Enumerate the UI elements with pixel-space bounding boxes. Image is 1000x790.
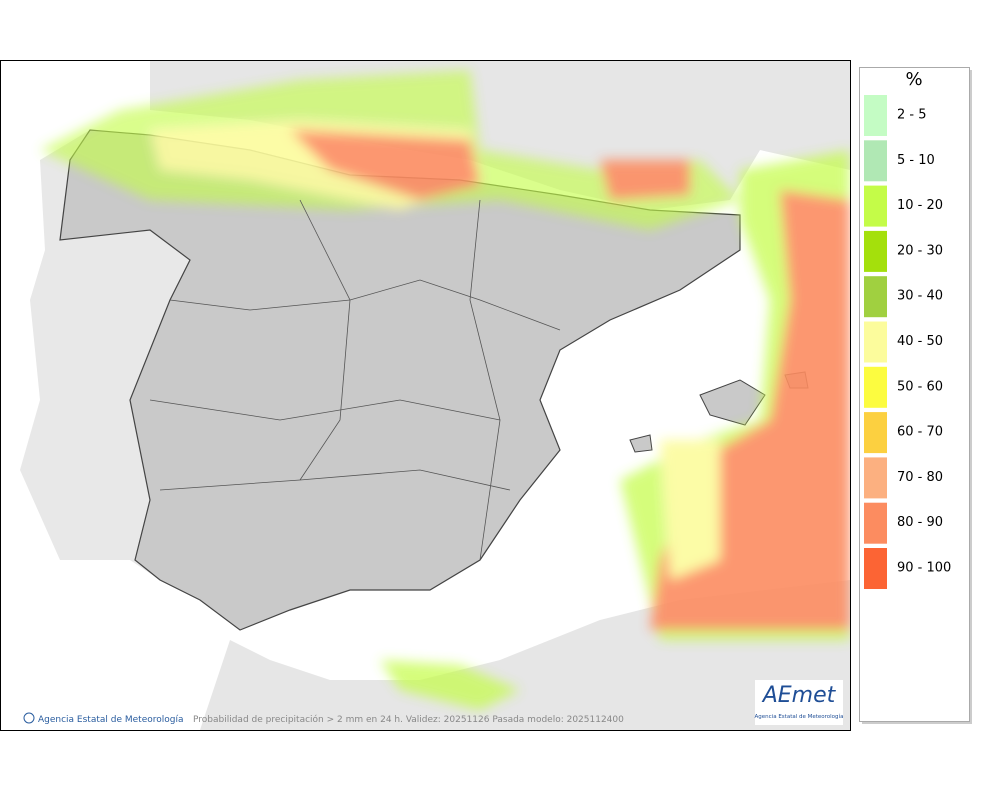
legend-items: 2 - 5 5 - 10 10 - 20 20 - 30 30 - 40 40 - 50 5…: [864, 95, 951, 589]
legend-label: 10 - 20: [897, 198, 943, 213]
legend-label: 70 - 80: [897, 470, 943, 485]
legend-label: 90 - 100: [897, 561, 951, 576]
legend-swatch: [864, 548, 887, 589]
ibiza: [629, 434, 653, 453]
legend-label: 2 - 5: [897, 108, 927, 123]
legend-swatch: [864, 276, 887, 318]
legend-label: 40 - 50: [897, 334, 943, 349]
map-frame: [0, 60, 851, 731]
legend-swatch: [864, 140, 887, 182]
legend-label: 50 - 60: [897, 379, 943, 394]
logo-subtitle: Agencia Estatal de Meteorología: [755, 713, 844, 720]
legend-swatch: [864, 95, 887, 136]
precipitation-field: [40, 70, 850, 710]
legend-label: 5 - 10: [897, 153, 935, 168]
legend-swatch: [864, 457, 887, 499]
legend-swatch: [864, 185, 887, 227]
legend-label: 30 - 40: [897, 289, 943, 304]
legend-swatch: [864, 502, 887, 544]
legend-label: 60 - 70: [897, 425, 943, 440]
legend-swatch: [864, 321, 887, 363]
legend-label: 20 - 30: [897, 243, 943, 258]
legend-swatch: [864, 366, 887, 408]
region-borders: [149, 199, 561, 561]
copyright-icon: [23, 712, 35, 724]
logo-box: [755, 680, 843, 725]
map: [1, 60, 850, 730]
legend-title: %: [905, 69, 922, 90]
logo-text: AEmet: [761, 683, 837, 708]
legend-label: 80 - 90: [897, 515, 943, 530]
legend-swatch: [864, 230, 887, 272]
mallorca: [699, 379, 766, 426]
credit: Agencia Estatal de Meteorología: [38, 715, 184, 725]
legend-swatch: [864, 412, 887, 454]
caption: Probabilidad de precipitación > 2 mm en …: [193, 714, 624, 725]
